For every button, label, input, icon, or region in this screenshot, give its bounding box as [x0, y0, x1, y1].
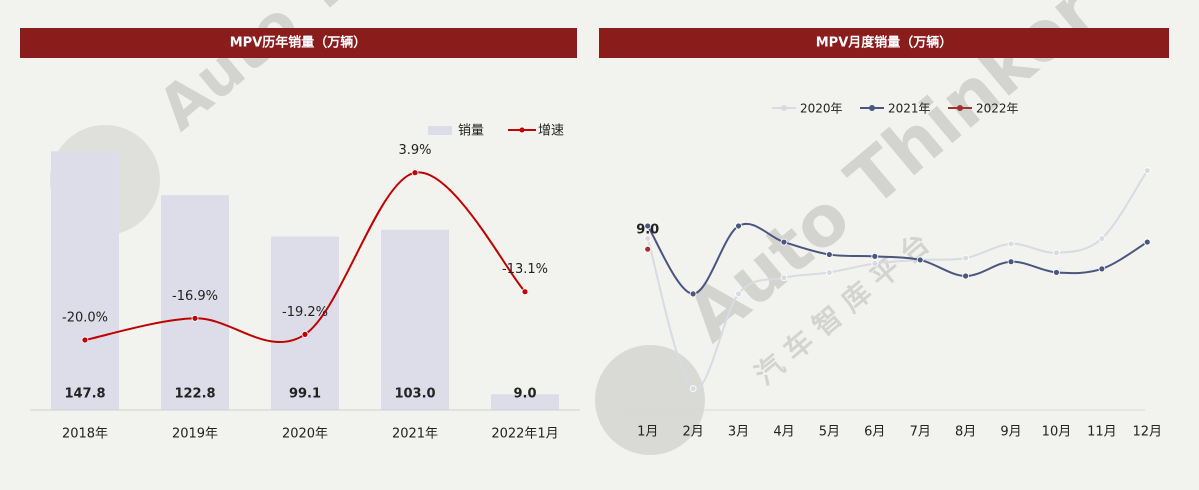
point — [1143, 238, 1151, 246]
chart-title: MPV月度销量（万辆） — [816, 35, 953, 51]
point — [301, 330, 309, 338]
point — [1098, 235, 1106, 242]
x-tick-label: 2020年 — [282, 427, 328, 442]
legend-swatch — [869, 105, 875, 111]
point — [825, 269, 833, 276]
x-tick-label: 1月 — [637, 425, 658, 440]
point — [1143, 167, 1151, 174]
legend-label: 2022年 — [976, 102, 1019, 116]
x-tick-label: 3月 — [728, 425, 749, 440]
x-tick-label: 10月 — [1042, 425, 1072, 440]
x-tick-label: 2021年 — [392, 427, 438, 442]
legend-swatch — [519, 127, 525, 133]
point — [644, 235, 652, 242]
point — [411, 169, 419, 177]
data-label: 122.8 — [174, 387, 215, 402]
chart-title: MPV历年销量（万辆） — [230, 35, 367, 51]
point — [689, 385, 697, 392]
x-tick-label: 8月 — [955, 425, 976, 440]
bar — [491, 394, 559, 410]
bar — [271, 236, 339, 410]
bar — [161, 195, 229, 410]
legend-label: 销量 — [458, 124, 484, 139]
point — [644, 245, 652, 253]
point — [521, 288, 529, 296]
data-label: 103.0 — [394, 387, 435, 402]
x-tick-label: 2018年 — [62, 427, 108, 442]
point — [825, 251, 833, 258]
point — [1098, 265, 1106, 273]
x-tick-label: 2022年1月 — [491, 427, 558, 442]
title-bar — [20, 28, 577, 58]
data-label: -20.0% — [62, 311, 108, 326]
data-label: 99.1 — [289, 387, 321, 402]
point — [81, 336, 89, 344]
legend-swatch — [428, 126, 452, 135]
point — [1007, 258, 1015, 266]
point — [735, 222, 742, 230]
legend-label: 增速 — [538, 124, 564, 139]
point — [780, 238, 788, 246]
line — [84, 171, 526, 343]
point — [916, 256, 924, 264]
x-tick-label: 2月 — [682, 425, 703, 440]
x-tick-label: 9月 — [1000, 425, 1021, 440]
watermark-logo — [595, 345, 705, 455]
x-tick-label: 11月 — [1087, 425, 1117, 440]
data-label: -16.9% — [172, 289, 218, 304]
point — [962, 254, 970, 262]
point — [1007, 240, 1015, 248]
point — [644, 222, 652, 230]
legend-swatch — [781, 105, 787, 111]
x-tick-label: 4月 — [773, 425, 794, 440]
x-tick-label: 6月 — [864, 425, 885, 440]
x-tick-label: 5月 — [819, 425, 840, 440]
data-label: -13.1% — [502, 262, 548, 277]
legend-swatch — [957, 105, 963, 111]
point — [1053, 249, 1060, 257]
data-label: -19.2% — [282, 305, 328, 320]
point — [871, 252, 879, 260]
x-tick-label: 12月 — [1133, 425, 1163, 440]
point — [191, 314, 199, 322]
legend-label: 2021年 — [888, 102, 931, 116]
title-bar — [599, 28, 1169, 58]
bar — [51, 151, 119, 410]
data-label: 9.0 — [636, 223, 659, 238]
point — [871, 260, 879, 267]
x-tick-label: 7月 — [910, 425, 931, 440]
x-tick-label: 2019年 — [172, 427, 218, 442]
point — [962, 272, 970, 280]
legend-label: 2020年 — [800, 102, 843, 116]
point — [735, 290, 742, 298]
point — [1053, 269, 1060, 276]
bar — [381, 229, 449, 410]
data-label: 147.8 — [64, 387, 105, 402]
point — [780, 274, 788, 282]
point — [689, 290, 697, 298]
data-label: 9.0 — [513, 387, 536, 402]
data-label: 3.9% — [398, 143, 431, 158]
